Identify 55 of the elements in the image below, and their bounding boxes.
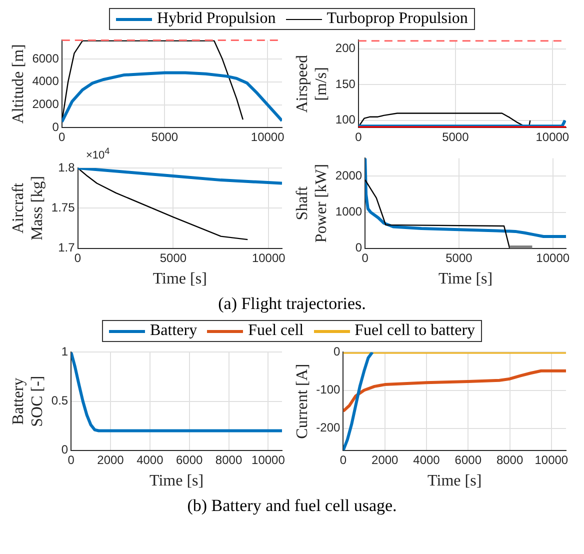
x-tick-label: 10000 <box>534 452 568 467</box>
y-axis-title: Battery SOC [-] <box>10 376 46 427</box>
legend-label: Hybrid Propulsion <box>157 9 276 29</box>
legend-label: Battery <box>150 321 198 341</box>
y-tick-label: 0 <box>355 240 362 255</box>
y-tick-label: -100 <box>316 382 341 397</box>
x-axis-title: Time [s] <box>428 472 482 490</box>
y-axis-title: Shaft Power [kW] <box>294 164 330 243</box>
x-axis-title: Time [s] <box>438 270 493 288</box>
x-tick-label: 2000 <box>372 452 399 467</box>
x-tick-label: 6000 <box>176 452 204 467</box>
text: (b) Battery and fuel cell usage. <box>186 496 398 516</box>
x-tick-label: 5000 <box>151 130 178 144</box>
y-axis-title: Airspeed [m/s] <box>294 55 330 113</box>
y-tick-label: 4000 <box>32 74 60 88</box>
y-tick-label: 1000 <box>335 204 362 219</box>
y-tick-label: 0 <box>61 442 68 457</box>
x-axis-title: Time [s] <box>149 472 204 490</box>
x-tick-label: 5000 <box>446 250 473 265</box>
y-tick-label: 150 <box>335 76 356 91</box>
x-tick-label: 4000 <box>136 452 164 467</box>
y-tick-label: -200 <box>316 420 341 435</box>
x-axis-title: Time [s] <box>152 270 207 288</box>
x-tick-label: 2000 <box>97 452 124 467</box>
text: (a) Flight trajectories. <box>217 294 367 314</box>
y-tick-label: 1.8 <box>58 160 76 174</box>
y-tick-label: 100 <box>335 112 356 127</box>
legend-label: Turboprop Propulsion <box>326 9 468 29</box>
x-tick-label: 10000 <box>252 452 286 467</box>
y-tick-label: 1 <box>61 344 68 359</box>
y-axis-title: Aircraft Mass [kg] <box>10 176 46 240</box>
x-tick-label: 8000 <box>496 452 524 467</box>
y-tick-label: 200 <box>335 41 356 56</box>
legend-label: Fuel cell to battery <box>354 321 476 341</box>
x-tick-label: 5000 <box>160 250 187 265</box>
x-tick-label: 10000 <box>536 250 570 265</box>
x-tick-label: 4000 <box>413 452 440 467</box>
x-tick-label: 8000 <box>215 452 242 467</box>
y-tick-label: 1.75 <box>51 200 76 215</box>
y-tick-label: 2000 <box>32 97 60 112</box>
legend-label: Fuel cell <box>248 321 304 341</box>
x-tick-label: 10000 <box>250 130 285 144</box>
x-tick-label: 10000 <box>536 130 570 144</box>
x-tick-label: 10000 <box>252 250 286 265</box>
y-axis-title: Altitude [m] <box>10 44 27 124</box>
y-tick-label: 0 <box>334 344 341 359</box>
y-tick-label: 0.5 <box>51 394 68 408</box>
x-tick-label: 5000 <box>442 130 470 144</box>
y-axis-title: Current [A] <box>294 364 311 439</box>
y-tick-label: 0 <box>52 120 60 134</box>
x-tick-label: 6000 <box>454 452 482 467</box>
y-tick-label: 2000 <box>335 168 362 183</box>
y-tick-label: 6000 <box>32 51 60 66</box>
y-tick-label: 1.7 <box>58 240 76 255</box>
text: ×10$^{4}$ <box>86 146 110 162</box>
